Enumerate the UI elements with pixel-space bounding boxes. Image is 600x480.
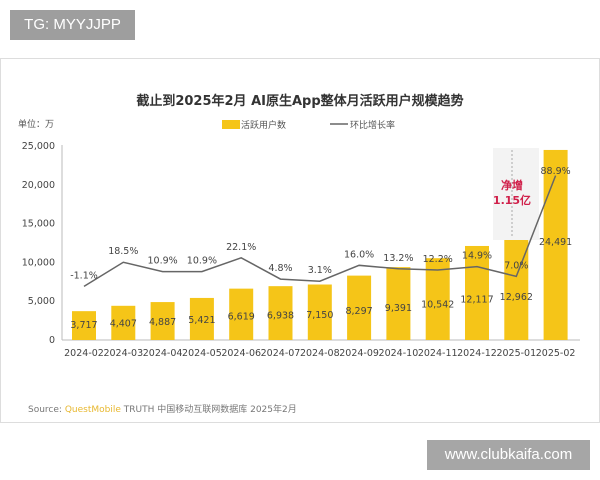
bar-value-label: 10,542 [421, 299, 454, 310]
chart-title: 截止到2025年2月 AI原生App整体月活跃用户规模趋势 [136, 93, 463, 109]
bar-value-label: 6,619 [228, 311, 255, 322]
growth-label: 22.1% [226, 242, 256, 253]
tg-badge: TG: MYYJJPP [10, 10, 135, 40]
bar-value-label: 8,297 [345, 306, 372, 317]
bar-value-label: 4,407 [110, 318, 137, 329]
bar-value-label: 9,391 [385, 303, 412, 314]
x-tick-label: 2024-10 [379, 348, 419, 359]
y-tick-label: 10,000 [22, 257, 55, 268]
bar [425, 258, 450, 340]
x-tick-label: 2024-02 [64, 348, 104, 359]
bar-value-label: 24,491 [539, 237, 572, 248]
bar-value-label: 12,962 [500, 292, 533, 303]
bar [229, 288, 254, 340]
bar-value-label: 3,717 [70, 320, 97, 331]
source-text: TRUTH 中国移动互联网数据库 2025年2月 [123, 405, 297, 415]
growth-label: -1.1% [70, 270, 98, 281]
source-label: Source: [28, 405, 62, 415]
unit-label: 单位：万 [18, 118, 54, 130]
x-tick-label: 2025-02 [536, 348, 576, 359]
growth-label: 16.0% [344, 249, 374, 260]
legend-bar-swatch [222, 120, 240, 129]
y-tick-label: 25,000 [22, 141, 55, 152]
x-tick-label: 2025-01 [496, 348, 536, 359]
watermark: www.clubkaifa.com [427, 440, 590, 470]
bar [543, 149, 568, 340]
annotation-box [493, 148, 539, 240]
y-tick-label: 0 [49, 335, 55, 346]
y-tick-label: 15,000 [22, 219, 55, 230]
x-tick-label: 2024-07 [261, 348, 301, 359]
bar-value-label: 6,938 [267, 310, 294, 321]
bar-value-label: 7,150 [306, 310, 333, 321]
growth-label: 88.9% [541, 166, 571, 177]
annotation-line2: 1.15亿 [493, 193, 531, 207]
x-tick-label: 2024-04 [143, 348, 183, 359]
bar [111, 305, 136, 340]
y-tick-label: 20,000 [22, 180, 55, 191]
bar [189, 297, 214, 340]
growth-label: 4.8% [268, 263, 292, 274]
bar [268, 286, 293, 340]
bar-value-label: 12,117 [460, 294, 493, 305]
bar [465, 245, 489, 340]
growth-label: 18.5% [108, 246, 138, 257]
x-tick-label: 2024-03 [103, 348, 143, 359]
x-tick-label: 2024-09 [339, 348, 379, 359]
source-note: Source: QuestMobile TRUTH 中国移动互联网数据库 202… [28, 402, 297, 415]
x-tick-label: 2024-05 [182, 348, 222, 359]
annotation-line1: 净增 [501, 178, 523, 192]
growth-label: 10.9% [148, 256, 178, 267]
bar-value-label: 5,421 [188, 315, 215, 326]
growth-label: 12.2% [423, 254, 453, 265]
growth-label: 10.9% [187, 256, 217, 267]
source-brand: QuestMobile [64, 405, 121, 415]
x-tick-label: 2024-11 [418, 348, 458, 359]
x-tick-label: 2024-06 [221, 348, 261, 359]
growth-label: 3.1% [308, 265, 332, 276]
legend-line-label: 环比增长率 [350, 119, 395, 131]
bar [347, 275, 372, 340]
growth-label: 7.0% [504, 260, 528, 271]
bar-value-label: 4,887 [149, 317, 176, 328]
legend-bar-label: 活跃用户数 [241, 119, 286, 131]
y-tick-label: 5,000 [28, 296, 55, 307]
growth-label: 13.2% [383, 253, 413, 264]
bar [307, 284, 332, 340]
x-tick-label: 2024-08 [300, 348, 340, 359]
bar [72, 311, 96, 340]
bar [150, 302, 175, 340]
growth-label: 14.9% [462, 251, 492, 262]
x-tick-label: 2024-12 [457, 348, 497, 359]
bar [386, 267, 411, 340]
